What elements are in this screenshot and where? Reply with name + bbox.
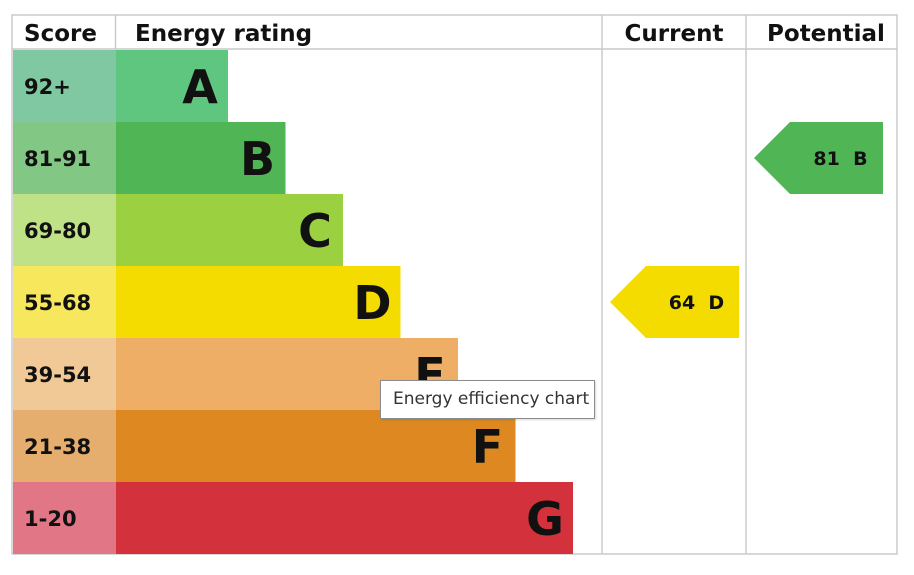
band-letter-c: C [298,204,332,258]
band-bar-d [116,266,401,338]
band-letter-g: G [526,492,564,546]
score-label-d: 55-68 [24,291,91,315]
score-cell-a [13,50,116,122]
header-potential: Potential [767,21,885,47]
band-bar-f [116,410,516,482]
band-letter-a: A [182,60,218,114]
rating-indicators: 64 D 81 B [610,122,883,338]
band-bar-b [116,122,286,194]
score-cell-f [13,410,116,482]
score-cell-c [13,194,116,266]
band-letter-d: D [353,276,391,330]
score-label-a: 92+ [24,75,71,99]
current-rating-label: 64 D [669,292,724,314]
score-label-e: 39-54 [24,363,91,387]
band-bar-a [116,50,228,122]
score-cell-b [13,122,116,194]
band-letter-b: B [240,132,275,186]
score-label-c: 69-80 [24,219,91,243]
potential-rating-label: 81 B [813,148,867,170]
band-bar-g [116,482,573,554]
score-label-f: 21-38 [24,435,91,459]
potential-arrow [754,122,883,194]
score-cell-e [13,338,116,410]
band-bar-c [116,194,343,266]
header-score: Score [24,21,97,47]
score-cell-d [13,266,116,338]
header-energy-rating: Energy rating [135,21,312,47]
header-current: Current [625,21,724,47]
score-label-g: 1-20 [24,507,77,531]
score-label-b: 81-91 [24,147,91,171]
rating-bands: 92+ A81-91 B69-80 C55-68 D39-54 E21-38 F1-20 G [13,50,573,554]
chart-tooltip: Energy efficiency chart [380,380,595,419]
band-letter-f: F [472,420,503,474]
score-cell-g [13,482,116,554]
current-arrow [610,266,739,338]
